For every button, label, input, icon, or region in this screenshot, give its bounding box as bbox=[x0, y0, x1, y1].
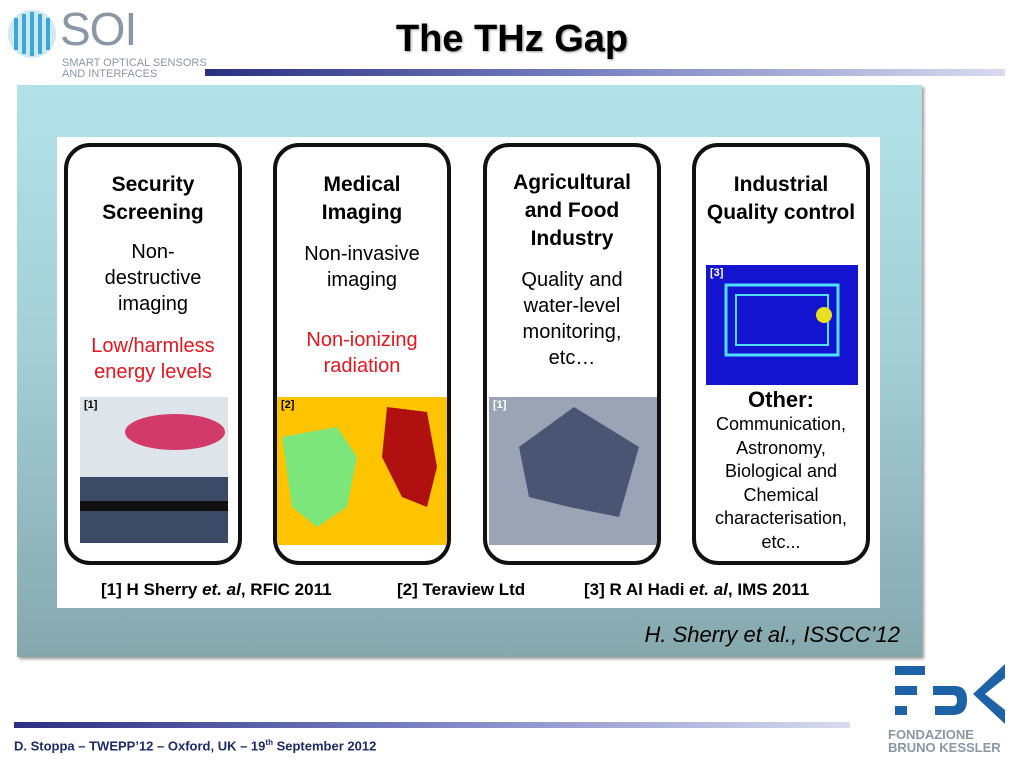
image-label: [1] bbox=[493, 399, 507, 411]
logo-icon bbox=[8, 10, 56, 58]
footer-rule bbox=[14, 722, 850, 728]
card-highlight: Non-ionizing radiation bbox=[306, 329, 418, 377]
ref-text: [3] R Al Hadi bbox=[584, 580, 690, 599]
logo-text: SOI bbox=[60, 3, 137, 55]
footer-superscript: th bbox=[265, 738, 273, 747]
reference: [1] H Sherry et. al, RFIC 2011 bbox=[101, 580, 332, 600]
image-label: [3] bbox=[710, 267, 724, 279]
reference: [2] Teraview Ltd bbox=[397, 580, 526, 599]
slide-title: The THz Gap bbox=[395, 18, 629, 60]
ref-text: , IMS 2011 bbox=[727, 580, 810, 599]
card-title: Medical Imaging bbox=[321, 173, 403, 224]
image-label: [1] bbox=[84, 399, 98, 411]
ref-italic: et. al bbox=[202, 580, 241, 599]
card-description: Non-invasive imaging bbox=[304, 243, 420, 291]
footer-text: D. Stoppa – TWEPP’12 – Oxford, UK – 19 bbox=[14, 738, 266, 754]
footer: D. Stoppa – TWEPP’12 – Oxford, UK – 19th… bbox=[14, 738, 376, 753]
card-image: [3] bbox=[706, 265, 858, 385]
card-description: Quality and water-level monitoring, etc… bbox=[521, 269, 623, 369]
card-description: Non-destructive imaging bbox=[104, 241, 202, 315]
logo-subtitle: SMART OPTICAL SENSORS AND INTERFACES bbox=[62, 57, 207, 80]
card-image: [1] bbox=[489, 397, 657, 545]
card-title: Agricultural and Food Industry bbox=[513, 171, 631, 250]
fbk-logo bbox=[895, 664, 1005, 724]
card-image: [2] bbox=[277, 397, 447, 545]
card: Industrial Quality control [3] Other: Co… bbox=[692, 143, 870, 565]
citation: H. Sherry et al., ISSCC’12 bbox=[644, 622, 900, 647]
card: Security Screening Non-destructive imagi… bbox=[64, 143, 242, 565]
header-rule bbox=[205, 69, 1005, 76]
ref-italic: et. al bbox=[689, 580, 728, 599]
footer-text: September 2012 bbox=[272, 738, 377, 754]
card-description: Communication, Astronomy, Biological and… bbox=[714, 414, 848, 552]
ref-text: [1] H Sherry bbox=[101, 580, 203, 599]
card-highlight: Low/harmless energy levels bbox=[91, 335, 215, 383]
card-other-heading: Other: bbox=[748, 387, 814, 412]
card-title: Security Screening bbox=[102, 173, 204, 224]
fbk-logo-text: FONDAZIONE BRUNO KESSLER bbox=[888, 727, 1001, 755]
card: Medical Imaging Non-invasive imaging Non… bbox=[273, 143, 451, 565]
reference: [3] R Al Hadi et. al, IMS 2011 bbox=[584, 580, 809, 600]
image-label: [2] bbox=[281, 399, 295, 411]
card-title: Industrial Quality control bbox=[706, 173, 856, 224]
card-image: [1] bbox=[80, 397, 228, 543]
ref-text: , RFIC 2011 bbox=[240, 580, 332, 599]
card: Agricultural and Food Industry Quality a… bbox=[483, 143, 661, 565]
